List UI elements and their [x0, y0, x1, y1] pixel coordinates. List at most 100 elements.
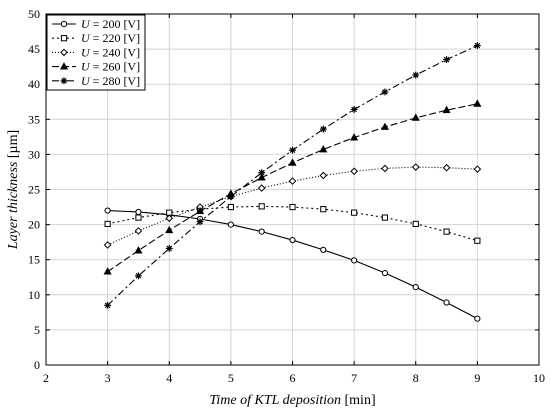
y-tick-label: 10	[28, 288, 40, 302]
data-point-stroke	[166, 245, 173, 252]
legend-label-value: = 240 [V]	[90, 45, 140, 59]
data-point	[135, 272, 142, 280]
y-tick-label: 5	[34, 323, 40, 337]
data-point	[381, 164, 389, 173]
data-point-stroke	[61, 77, 67, 84]
data-point	[60, 35, 68, 42]
data-point	[473, 99, 482, 107]
data-point	[411, 163, 420, 171]
data-point	[257, 173, 266, 181]
data-point	[60, 77, 68, 85]
legend-label-value: = 260 [V]	[90, 60, 140, 74]
data-point	[320, 246, 327, 253]
data-point-stroke	[135, 273, 142, 279]
data-point-stroke	[197, 218, 203, 225]
data-point	[319, 125, 327, 133]
legend-entry: U = 220 [V]	[52, 31, 140, 45]
data-point	[196, 206, 205, 215]
data-point	[59, 62, 69, 70]
y-tick-label: 15	[28, 253, 40, 267]
data-point	[196, 218, 204, 226]
data-point	[474, 237, 481, 244]
data-point	[412, 220, 419, 227]
x-axis-title: Time of KTL deposition [min]	[209, 393, 375, 408]
data-point	[381, 269, 389, 277]
y-tick-label: 45	[28, 42, 40, 56]
data-point-stroke	[474, 42, 481, 49]
x-tick-label: 10	[533, 371, 545, 385]
series-layer	[103, 42, 482, 322]
data-point	[443, 56, 450, 64]
legend-label: U = 200 [V]	[81, 17, 140, 31]
y-tick-label: 35	[28, 112, 40, 126]
y-axis-title: Layer thickness [µm]	[6, 130, 21, 250]
ticks	[45, 13, 540, 366]
data-point	[104, 220, 111, 227]
y-axis-title-main: Layer thickness	[6, 161, 21, 250]
data-point	[103, 241, 112, 249]
data-point	[412, 71, 420, 79]
series-5	[104, 42, 481, 309]
legend-entry: U = 260 [V]	[52, 60, 140, 74]
x-tick-label: 2	[43, 371, 49, 385]
data-point	[227, 203, 234, 211]
data-point	[103, 267, 112, 275]
data-point-stroke	[443, 56, 450, 63]
data-point	[165, 225, 174, 234]
data-point-stroke	[258, 169, 265, 176]
x-axis-title-main: Time of KTL deposition	[209, 393, 341, 408]
data-point-stroke	[351, 106, 357, 113]
data-point	[350, 133, 359, 141]
legend-label: U = 220 [V]	[81, 31, 140, 45]
data-point	[288, 177, 297, 185]
data-point	[258, 228, 265, 235]
y-tick-label: 20	[28, 218, 40, 232]
y-tick-label: 50	[28, 7, 40, 21]
data-point	[165, 245, 173, 252]
data-point	[288, 158, 297, 166]
series-4	[103, 99, 482, 275]
data-point	[319, 171, 328, 180]
legend-label: U = 260 [V]	[81, 60, 140, 74]
x-tick-label: 6	[290, 371, 296, 385]
data-point-stroke	[320, 126, 327, 132]
data-point	[411, 113, 420, 121]
data-point	[134, 227, 143, 235]
data-point	[289, 203, 296, 211]
data-point	[104, 301, 112, 309]
x-tick-label: 4	[166, 371, 172, 385]
data-point-stroke	[289, 147, 296, 154]
legend-label-value: = 200 [V]	[90, 17, 140, 31]
y-tick-label: 30	[28, 147, 40, 161]
x-tick-label: 3	[105, 371, 111, 385]
legend-entry: U = 240 [V]	[52, 45, 140, 59]
data-point	[60, 48, 68, 57]
data-point	[443, 228, 450, 235]
legend-label-var: U	[81, 74, 91, 88]
x-tick-label: 9	[474, 371, 480, 385]
data-point	[473, 42, 481, 49]
legend-label-var: U	[81, 17, 91, 31]
x-tick-label: 5	[228, 371, 234, 385]
legend-label: U = 240 [V]	[81, 45, 140, 59]
data-point	[258, 169, 266, 177]
data-point	[104, 207, 111, 214]
data-point	[320, 206, 327, 213]
legend-label-value: = 280 [V]	[90, 74, 140, 88]
y-axis-title-unit: [µm]	[6, 130, 21, 158]
data-point	[473, 165, 482, 173]
x-tick-label: 7	[351, 371, 357, 385]
data-point	[351, 257, 358, 264]
data-point	[350, 106, 358, 113]
data-point	[258, 203, 265, 210]
y-tick-label: 0	[34, 358, 40, 372]
y-tick-label: 40	[28, 77, 40, 91]
data-point	[442, 163, 451, 172]
legend: U = 200 [V]U = 220 [V]U = 240 [V]U = 260…	[46, 14, 146, 91]
data-point	[319, 145, 328, 153]
legend-label-value: = 220 [V]	[90, 31, 140, 45]
legend-label-var: U	[81, 31, 91, 45]
legend-entry: U = 200 [V]	[52, 17, 140, 31]
data-point	[60, 20, 68, 28]
